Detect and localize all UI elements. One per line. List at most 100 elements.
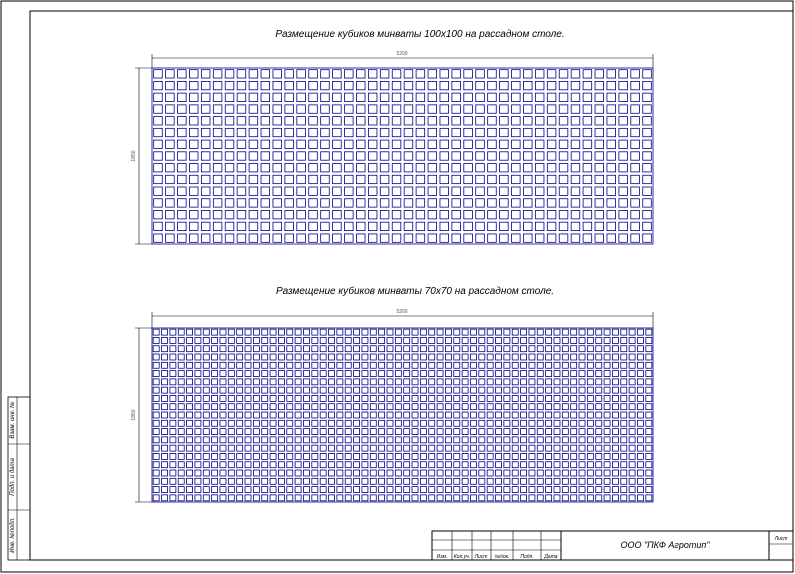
- cube-cell: [177, 361, 185, 369]
- cube-cell: [439, 198, 449, 208]
- cube-cell: [439, 163, 449, 173]
- cube-cell: [244, 469, 252, 477]
- cube-cell: [394, 486, 402, 493]
- cube-cell: [189, 127, 199, 138]
- cube-cell: [603, 469, 611, 477]
- cube-cell: [319, 453, 327, 460]
- cube-cell: [194, 444, 202, 452]
- cube-cell: [294, 444, 302, 452]
- cube-cell: [200, 151, 211, 161]
- cube-cell: [261, 461, 269, 469]
- cube-cell: [411, 370, 419, 377]
- cube-cell: [586, 345, 594, 353]
- cube-cell: [612, 469, 619, 477]
- cube-cell: [200, 127, 211, 138]
- cube-cell: [553, 494, 561, 502]
- cube-cell: [261, 395, 269, 402]
- cube-cell: [212, 233, 223, 243]
- cube-cell: [570, 386, 578, 394]
- cube-cell: [453, 461, 461, 469]
- cube-cell: [177, 469, 185, 477]
- cube-cell: [248, 69, 259, 79]
- cube-cell: [503, 328, 511, 336]
- cube-cell: [332, 139, 342, 149]
- cube-cell: [356, 92, 366, 102]
- cube-cell: [503, 353, 511, 361]
- cube-cell: [486, 378, 494, 386]
- cube-cell: [169, 469, 177, 477]
- cube-cell: [344, 353, 352, 361]
- cube-cell: [378, 370, 386, 377]
- cube-cell: [445, 353, 452, 361]
- cube-cell: [367, 198, 378, 208]
- cube-cell: [595, 395, 603, 402]
- cube-cell: [628, 453, 636, 460]
- cube-cell: [536, 361, 544, 369]
- cube-cell: [470, 328, 477, 336]
- cube-cell: [177, 92, 187, 102]
- cube-cell: [189, 104, 199, 114]
- cube-cell: [558, 69, 569, 79]
- cube-cell: [511, 370, 519, 377]
- cube-cell: [161, 428, 168, 435]
- cube-cell: [495, 411, 502, 419]
- cube-cell: [319, 419, 327, 427]
- cube-cell: [451, 81, 461, 91]
- cube-cell: [177, 386, 185, 394]
- cube-cell: [186, 453, 193, 460]
- cube-cell: [618, 116, 628, 126]
- cube-cell: [453, 444, 461, 452]
- cube-cell: [303, 353, 310, 361]
- cube-cell: [186, 461, 193, 469]
- cube-cell: [561, 328, 569, 336]
- cube-cell: [427, 127, 438, 138]
- cube-cell: [511, 139, 521, 149]
- cube-cell: [511, 436, 519, 444]
- cube-cell: [177, 395, 185, 402]
- cube-cell: [534, 163, 545, 173]
- cube-cell: [353, 461, 360, 469]
- cube-cell: [570, 92, 581, 102]
- cube-cell: [534, 69, 545, 79]
- cube-cell: [165, 116, 175, 126]
- cube-cell: [520, 486, 527, 493]
- cube-cell: [595, 494, 603, 502]
- cube-cell: [261, 328, 269, 336]
- cube-cell: [379, 104, 390, 114]
- cube-cell: [261, 386, 269, 394]
- cube-cell: [419, 436, 427, 444]
- tb-col-data: Дата: [543, 554, 557, 560]
- cube-cell: [186, 428, 193, 435]
- cube-cell: [344, 151, 354, 161]
- cube-cell: [511, 104, 521, 114]
- cube-cell: [378, 361, 386, 369]
- cube-cell: [612, 444, 619, 452]
- cube-cell: [415, 186, 426, 196]
- cube-cell: [219, 395, 227, 402]
- cube-cell: [286, 353, 294, 361]
- cube-cell: [294, 345, 302, 353]
- tb-col-kol-uch: Кол.уч.: [454, 554, 470, 560]
- cube-cell: [344, 428, 352, 435]
- cube-cell: [606, 163, 616, 173]
- cube-cell: [439, 104, 449, 114]
- cube-cell: [536, 345, 544, 353]
- cube-cell: [428, 453, 436, 460]
- cube-cell: [403, 139, 414, 149]
- cube-cell: [603, 428, 611, 435]
- cube-cell: [296, 69, 306, 79]
- cube-cell: [511, 419, 519, 427]
- cube-cell: [595, 444, 603, 452]
- cube-cell: [169, 428, 177, 435]
- cube-cell: [286, 361, 294, 369]
- cube-cell: [161, 469, 168, 477]
- cube-cell: [528, 428, 536, 435]
- cube-cell: [470, 494, 477, 502]
- cube-cell: [369, 395, 377, 402]
- cube-cell: [570, 469, 578, 477]
- cube-cell: [252, 453, 260, 460]
- cube-cell: [394, 395, 402, 402]
- cube-cell: [463, 127, 473, 138]
- cube-cell: [503, 461, 511, 469]
- cube-cell: [528, 444, 536, 452]
